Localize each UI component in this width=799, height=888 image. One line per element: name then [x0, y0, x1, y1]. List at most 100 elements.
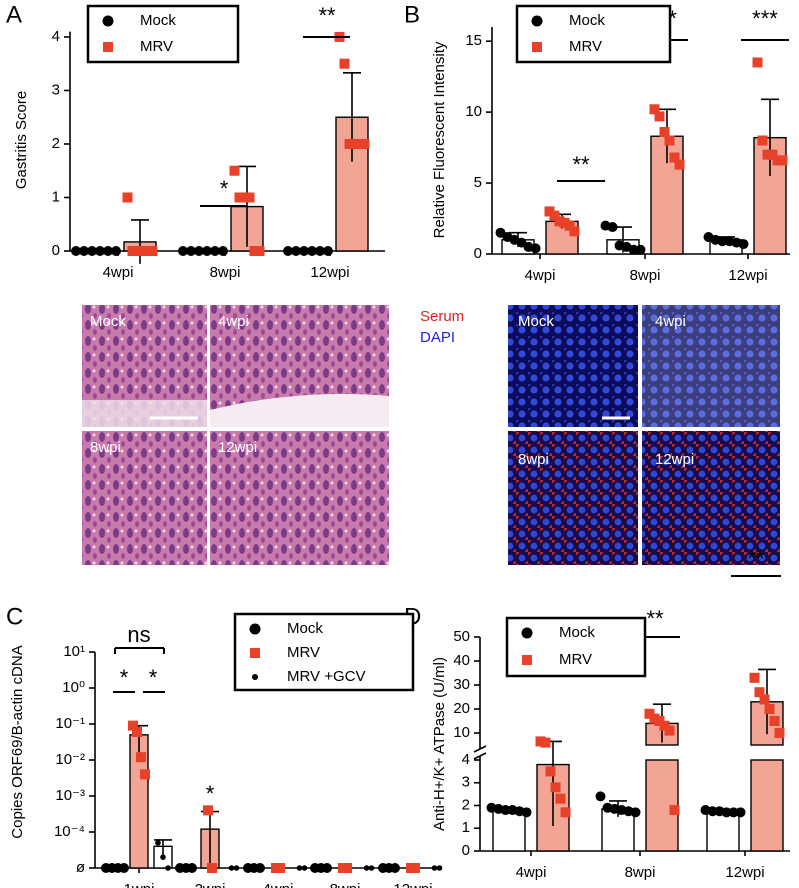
data-point — [550, 782, 561, 793]
micrograph-label: 12wpi — [218, 439, 257, 456]
x-tick-label: 4wpi — [103, 264, 134, 281]
axis-break — [473, 745, 487, 753]
x-tick-label: 1wpi — [124, 881, 155, 888]
bar — [750, 759, 784, 852]
significance-label: * — [206, 781, 215, 806]
data-point — [307, 246, 317, 256]
significance-label: ns — [127, 622, 150, 647]
micrograph-label: 4wpi — [218, 313, 249, 330]
legend-label: Mock — [569, 12, 605, 29]
legend-marker — [521, 627, 533, 639]
data-point — [79, 246, 89, 256]
data-point — [738, 239, 749, 250]
data-point — [95, 246, 105, 256]
data-point — [757, 135, 768, 146]
data-point — [628, 244, 639, 255]
data-point — [564, 220, 575, 231]
data-point — [735, 807, 746, 818]
data-point — [296, 865, 303, 871]
data-point — [119, 863, 129, 873]
chart: Relative Fluorescent Intensity 0 5 10 15 4wpi… — [431, 4, 790, 284]
legend-label: Mock — [559, 624, 595, 641]
x-tick-label: 4wpi — [263, 881, 294, 888]
data-point — [759, 694, 770, 705]
data-point — [160, 854, 166, 860]
x-tick-label: 8wpi — [630, 267, 661, 284]
data-point — [291, 246, 301, 256]
data-point — [128, 720, 138, 731]
data-point — [228, 865, 235, 871]
data-point — [299, 246, 309, 256]
data-point — [390, 863, 400, 873]
chart: Copies ORF69/B-actin cDNA 10¹ 10⁰ 10⁻¹ 10⁻² 1… — [9, 612, 443, 888]
significance-label: * — [220, 176, 229, 201]
significance-label: ** — [646, 606, 664, 631]
data-point — [178, 246, 188, 256]
data-point — [649, 104, 660, 115]
data-point — [569, 226, 580, 237]
micrograph-label: 12wpi — [655, 451, 694, 468]
y-tick-label: 10⁰ — [62, 679, 85, 696]
legend-label: MRV — [287, 644, 320, 661]
micrograph-label: 8wpi — [90, 439, 121, 456]
micrograph-label: Mock — [518, 313, 554, 330]
legend-box — [505, 616, 647, 678]
legend-label: MRV +GCV — [287, 668, 366, 685]
legend-label: MRV — [140, 38, 173, 55]
micrograph-tissue-edge — [82, 400, 207, 427]
data-point — [315, 246, 325, 256]
data-point — [186, 246, 196, 256]
axis-break — [473, 752, 487, 760]
data-point — [410, 863, 420, 873]
legend-box — [86, 4, 240, 64]
data-point — [540, 737, 551, 748]
x-tick-label: 12wpi — [393, 881, 432, 888]
y-tick-label: 10 — [465, 103, 482, 120]
y-tick-label: 0 — [52, 242, 60, 259]
data-point — [165, 865, 171, 871]
legend-label: Mock — [287, 620, 323, 637]
data-point — [674, 159, 685, 170]
data-point — [210, 246, 220, 256]
y-axis-label: Copies ORF69/B-actin cDNA — [9, 645, 26, 838]
y-tick-label: 40 — [453, 652, 470, 669]
significance-label: *** — [752, 6, 778, 31]
stain-label: Serum — [420, 308, 464, 325]
y-tick-label: 15 — [465, 32, 482, 49]
data-point — [500, 805, 511, 816]
data-point — [728, 807, 739, 818]
y-tick-label: 0 — [474, 245, 482, 262]
significance-label: ** — [572, 152, 590, 177]
data-point — [707, 806, 718, 817]
y-tick-label: 20 — [453, 700, 470, 717]
bar — [706, 810, 740, 852]
micrograph-label: 8wpi — [518, 451, 549, 468]
data-point — [754, 687, 765, 698]
data-point — [669, 805, 680, 816]
legend-marker — [103, 42, 113, 52]
y-tick-label: 4 — [52, 28, 60, 45]
micrograph-label: 4wpi — [655, 313, 686, 330]
y-tick-label: 30 — [453, 676, 470, 693]
data-point — [664, 725, 675, 736]
data-point — [339, 58, 350, 69]
data-point — [147, 246, 158, 256]
legend-label: MRV — [559, 651, 592, 668]
data-point — [530, 243, 541, 254]
micrograph-grid: Serum DAPI Mock 4wpi 8wpi 12wpi — [420, 305, 780, 565]
data-point — [630, 807, 641, 818]
data-point — [275, 863, 285, 873]
legend-label: Mock — [140, 12, 176, 29]
y-tick-label: 0 — [462, 842, 470, 859]
data-point — [595, 791, 606, 802]
data-point — [254, 246, 265, 256]
data-point — [436, 865, 443, 871]
y-axis-label: Gastritis Score — [13, 91, 30, 189]
data-point — [194, 246, 204, 256]
x-tick-label: 8wpi — [625, 864, 656, 881]
micrograph — [508, 305, 638, 427]
y-tick-label: 10⁻² — [55, 751, 85, 768]
legend-marker — [522, 655, 532, 665]
micrograph — [642, 431, 780, 565]
